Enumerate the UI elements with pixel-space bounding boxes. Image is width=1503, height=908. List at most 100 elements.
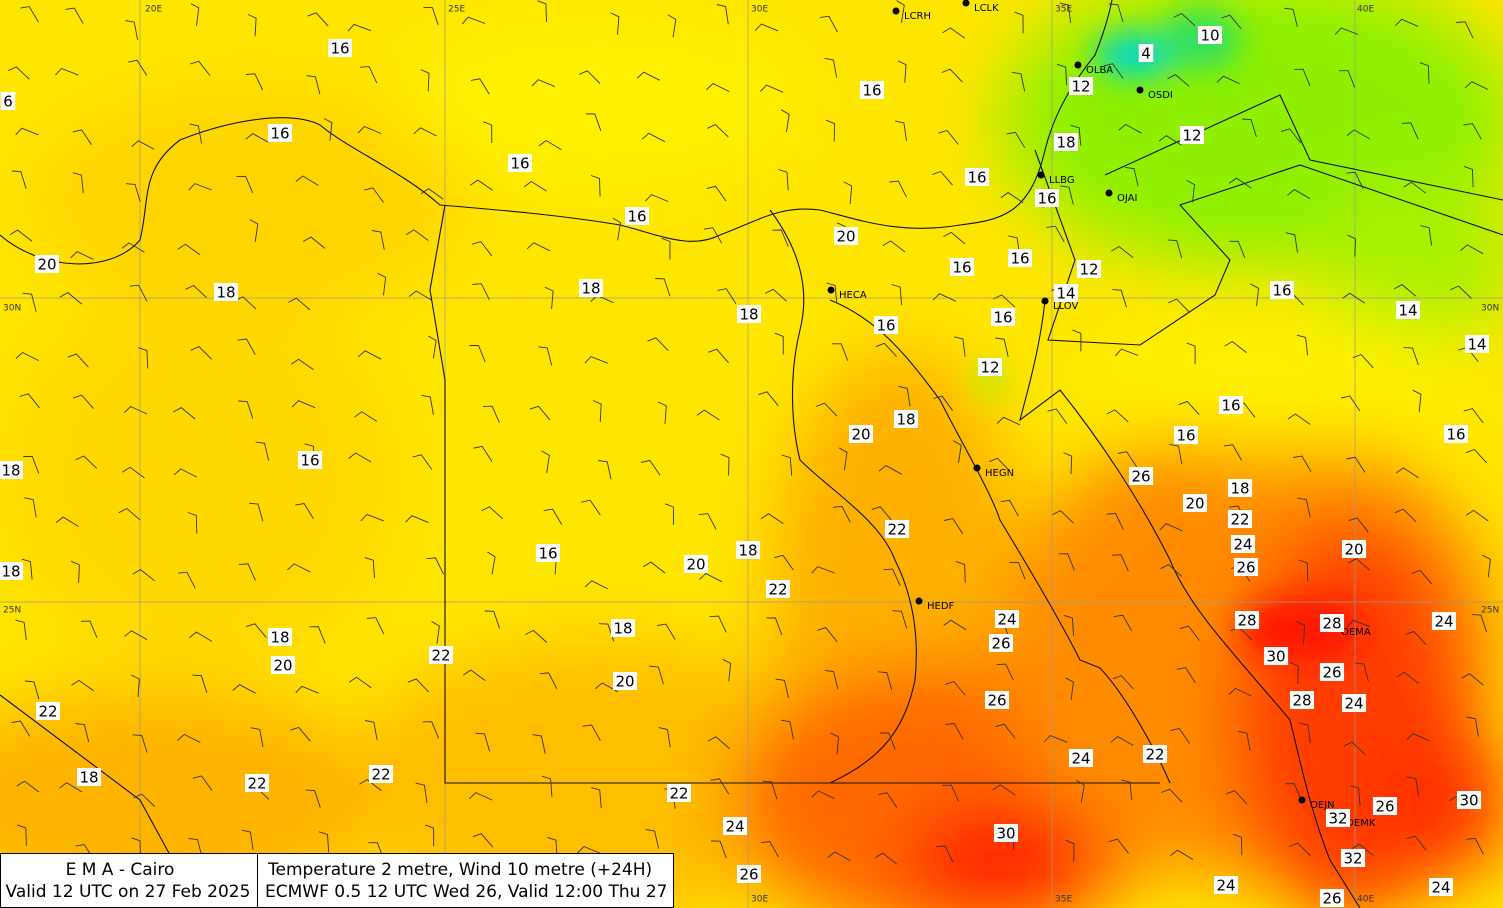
wind-barb: [720, 453, 730, 476]
model-run: ECMWF 0.5 12 UTC Wed 26, Valid 12:00 Thu…: [265, 882, 668, 902]
temperature-label: 4: [1138, 44, 1154, 63]
wind-barb: [407, 678, 429, 693]
wind-barb: [1046, 225, 1065, 243]
wind-barb: [295, 175, 319, 186]
wind-barb: [996, 663, 1014, 681]
temperature-label: 26: [736, 865, 762, 884]
wind-barb: [187, 512, 198, 534]
wind-barb: [898, 385, 911, 407]
wind-barb: [664, 503, 674, 525]
wind-barb: [696, 409, 720, 421]
temperature-value: 18: [1056, 134, 1075, 152]
temperature-value: 12: [1071, 78, 1090, 96]
temperature-label: 16: [964, 168, 990, 187]
wind-barb: [1072, 329, 1082, 352]
wind-barb: [475, 732, 491, 752]
wind-barb: [473, 445, 493, 462]
wind-barb: [1108, 3, 1124, 23]
label-box: [683, 555, 709, 573]
label-box: [1319, 614, 1345, 632]
wind-barb: [1465, 509, 1489, 522]
wind-barb: [1216, 75, 1240, 85]
wind-barb: [428, 335, 437, 359]
wind-barb: [1161, 788, 1183, 803]
temperature-value: 26: [1322, 664, 1341, 682]
label-box: [1138, 44, 1154, 62]
grid-label: 30E: [751, 5, 768, 15]
wind-barb: [577, 845, 601, 854]
temperature-value: 18: [216, 284, 235, 302]
label-box: [1227, 510, 1253, 528]
temperature-value: 26: [991, 635, 1010, 653]
wind-barb: [532, 734, 546, 754]
wind-barb: [541, 775, 553, 797]
wind-barb: [1463, 123, 1482, 140]
wind-barb: [188, 183, 212, 191]
temperature-label: 24: [994, 610, 1020, 629]
label-box: [884, 520, 910, 538]
wind-barb: [1405, 630, 1427, 645]
temperature-label: 16: [1034, 189, 1060, 208]
temperature-value: 26: [987, 692, 1006, 710]
wind-barb: [1106, 513, 1124, 530]
wind-barb: [897, 60, 907, 83]
station-label: LCRH: [904, 11, 931, 22]
wind-barb: [826, 282, 838, 304]
wind-barb: [656, 623, 676, 640]
label-box: [1443, 425, 1469, 443]
wind-barb: [122, 466, 145, 479]
wind-barb: [636, 71, 661, 81]
wind-barb: [942, 784, 960, 802]
label-box: [1341, 540, 1367, 558]
grid-label: 35E: [1055, 895, 1072, 905]
wind-barb: [1178, 400, 1200, 416]
temperature-value: 6: [3, 93, 13, 111]
wind-barb: [8, 66, 30, 80]
wind-barb: [405, 229, 429, 241]
wind-barb: [642, 561, 666, 574]
wind-barb: [711, 840, 727, 859]
wind-barb: [879, 732, 896, 750]
temperature-label: 18: [1053, 133, 1079, 152]
temperature-label: 18: [76, 768, 102, 787]
label-box: [244, 774, 270, 792]
wind-barb: [237, 338, 256, 355]
wind-barb: [1009, 561, 1026, 580]
wind-barb: [1059, 2, 1072, 23]
wind-barb: [943, 619, 967, 631]
wind-barb: [526, 242, 551, 252]
temperature-value: 28: [1237, 612, 1256, 630]
wind-barb: [1158, 135, 1182, 146]
label-box: [535, 544, 561, 562]
temperature-value: 4: [1141, 45, 1151, 63]
temperature-value: 20: [851, 426, 870, 444]
station-label: OJAI: [1117, 193, 1137, 204]
wind-barb: [1341, 395, 1361, 412]
wind-barb: [1070, 124, 1082, 146]
label-box: [368, 765, 394, 783]
temperature-value: 16: [1176, 427, 1195, 445]
temperature-label: 20: [34, 255, 60, 274]
label-box: [736, 865, 762, 883]
wind-barb: [758, 391, 779, 407]
wind-barb: [121, 242, 145, 253]
temperature-label: 10: [1197, 26, 1223, 45]
wind-barb: [707, 736, 730, 749]
wind-barb: [1112, 675, 1134, 690]
temperature-label: 22: [666, 784, 692, 803]
temperature-label: 16: [535, 544, 561, 563]
wind-barb: [1406, 733, 1430, 742]
station-dot: [1298, 796, 1306, 804]
wind-barb: [178, 571, 196, 589]
temperature-value: 18: [1230, 480, 1249, 498]
wind-barb: [781, 719, 794, 740]
temperature-value: 18: [270, 629, 289, 647]
label-box: [624, 207, 650, 225]
temperature-label: 18: [893, 410, 919, 429]
label-box: [267, 628, 293, 646]
wind-barb: [1298, 559, 1309, 582]
wind-barb: [472, 283, 490, 301]
label-box: [1007, 249, 1033, 267]
grid-label: 35E: [1055, 5, 1072, 15]
